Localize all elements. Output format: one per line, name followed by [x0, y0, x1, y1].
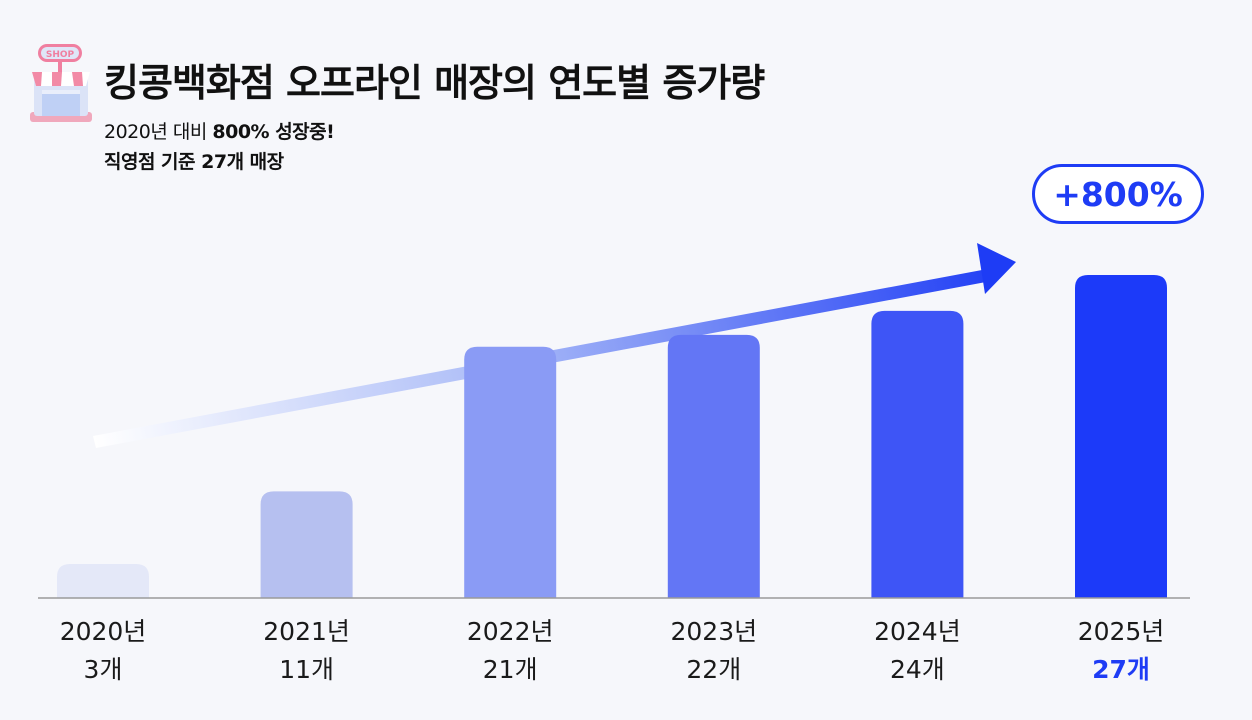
x-tick-label: 2023년: [670, 617, 757, 646]
data-label: 22개: [686, 655, 741, 684]
data-label: 21개: [483, 655, 538, 684]
subtitle-growth: 800% 성장중!: [212, 121, 335, 143]
subtitle-line-2: 직영점 기준 27개 매장: [104, 151, 284, 173]
subtitle-prefix: 2020년 대비: [104, 121, 213, 143]
bar-2025년: [1075, 275, 1167, 598]
bar-2022년: [464, 346, 557, 598]
subtitle-line-1: 2020년 대비 800% 성장중!: [104, 117, 335, 147]
bar-2023년: [667, 334, 760, 598]
data-label: 24개: [890, 655, 945, 684]
data-label: 3개: [84, 655, 123, 684]
x-axis-labels: 2020년 3개 2021년 11개 2022년 21개 2023년 22개 2024년 24개 2…: [60, 617, 1165, 684]
x-tick-label: 2025년: [1078, 617, 1165, 646]
growth-badge: +800%: [1032, 164, 1204, 224]
shop-sign-text: SHOP: [46, 50, 75, 60]
bar-2024년: [871, 310, 964, 598]
subtitle: 2020년 대비 800% 성장중! 직영점 기준 27개 매장: [104, 117, 335, 177]
bars-group: [57, 275, 1167, 598]
data-label: 27개: [1092, 655, 1150, 684]
x-tick-label: 2020년: [60, 617, 147, 646]
x-tick-label: 2024년: [874, 617, 961, 646]
bar-2021년: [260, 491, 353, 598]
shop-store-icon: SHOP: [30, 44, 92, 122]
data-label: 11개: [279, 655, 334, 684]
x-tick-label: 2022년: [467, 617, 554, 646]
x-tick-label: 2021년: [263, 617, 350, 646]
page-title: 킹콩백화점 오프라인 매장의 연도별 증가량: [104, 61, 765, 105]
bar-2020년: [57, 564, 149, 598]
